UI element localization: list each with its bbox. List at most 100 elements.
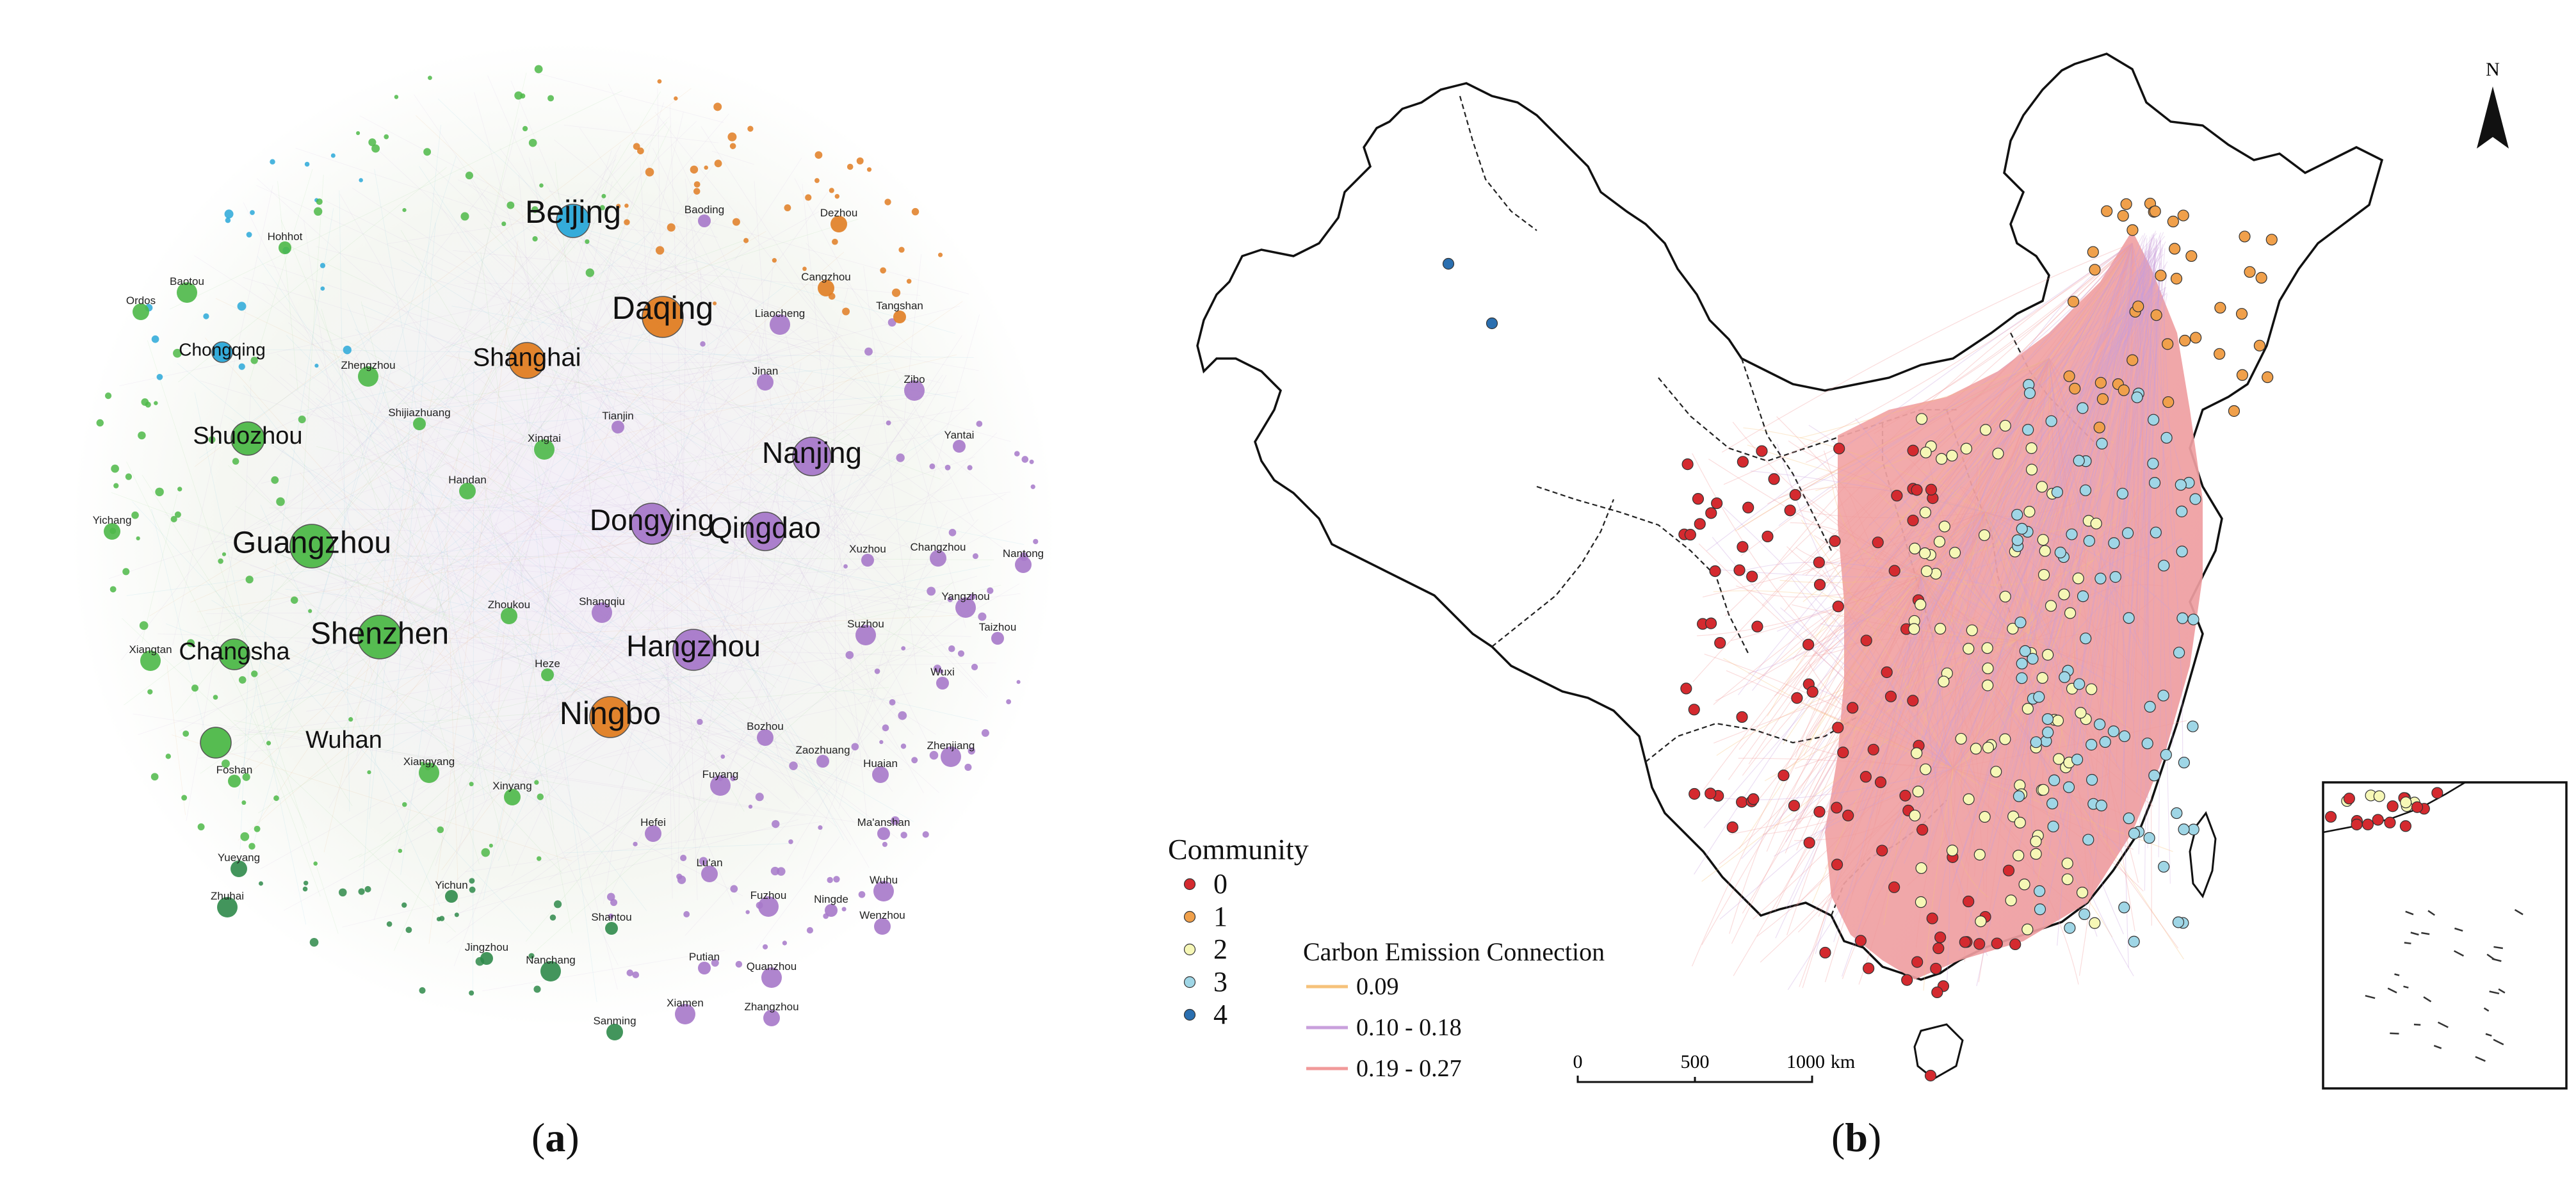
small-city-node [359, 178, 363, 182]
network-node: Zhoukou [488, 599, 530, 624]
network-node: Quanzhou [747, 960, 797, 988]
city-point [2236, 369, 2249, 381]
city-point [2064, 922, 2076, 934]
city-point [1832, 722, 1844, 734]
city-point [1981, 642, 1993, 654]
city-point [1916, 413, 1928, 425]
small-city-node [398, 848, 403, 853]
network-node: Lu'an [696, 857, 723, 882]
city-point [2073, 678, 2086, 690]
city-point [1709, 565, 1721, 577]
small-city-node [747, 125, 754, 132]
small-city-node [889, 698, 896, 706]
network-node: Shijiazhuang [388, 407, 451, 430]
city-point [1936, 453, 1948, 465]
city-point [1867, 743, 1879, 755]
small-city-node [637, 147, 644, 155]
small-city-node [829, 188, 834, 193]
small-city-node [818, 825, 823, 830]
small-city-node [1033, 538, 1039, 544]
small-city-node [898, 711, 907, 720]
svg-text:2: 2 [1213, 933, 1227, 965]
city-point [2096, 437, 2108, 449]
small-city-node [784, 204, 791, 211]
node-label: Wuhu [870, 874, 898, 886]
city-point [2042, 726, 2054, 739]
small-city-node [676, 873, 683, 880]
city-point [2051, 486, 2063, 498]
network-medium-nodes: Tianjin Jinan Zibo Yantai Changzhou Suzhou Wux… [93, 204, 1044, 1040]
small-city-node [1016, 680, 1021, 684]
small-city-node [929, 750, 939, 760]
city-point [2176, 612, 2189, 624]
connection-legend-title: Carbon Emission Connection [1303, 937, 1605, 966]
node-label: Changzhou [911, 541, 966, 553]
network-node: Handan [448, 474, 487, 499]
small-city-node [834, 193, 840, 199]
south-china-sea-inset [2322, 781, 2568, 1090]
small-city-node [832, 238, 838, 245]
city-point [2178, 823, 2190, 836]
small-city-node [720, 754, 725, 759]
small-city-node [338, 888, 347, 897]
city-point [2079, 484, 2092, 496]
city-point [1963, 643, 1975, 655]
city-point [2011, 508, 2023, 521]
small-city-node [616, 204, 621, 209]
node-label: Zhangzhou [744, 1001, 798, 1013]
small-city-node [805, 194, 812, 201]
network-node: Fuzhou [750, 889, 786, 917]
city-point [1966, 624, 1978, 636]
node-label: Xiangyang [403, 755, 455, 768]
small-city-node [320, 286, 325, 291]
small-city-node [906, 279, 912, 284]
connection-legend-item: 0.10 - 0.18 [1306, 1014, 1462, 1041]
small-city-node [139, 621, 149, 630]
small-city-node [401, 902, 407, 908]
small-city-node [944, 464, 951, 471]
small-city-node [858, 891, 866, 898]
north-arrow: N [2477, 59, 2509, 149]
small-city-node [789, 761, 798, 770]
city-point [1916, 823, 1929, 836]
small-city-node [978, 612, 987, 621]
small-city-node [827, 876, 833, 884]
small-city-node [851, 743, 859, 751]
city-point [2176, 545, 2188, 558]
city-point [2061, 857, 2073, 869]
small-city-node [423, 148, 432, 156]
network-node: Zhuhai [211, 890, 244, 917]
city-point [1907, 444, 1919, 456]
network-node: Wenzhou [859, 909, 905, 935]
small-city-node [655, 246, 665, 255]
small-city-node [606, 892, 615, 901]
node-label: Shuozhou [193, 423, 302, 449]
node-label: Yichun [435, 879, 467, 891]
city-point [2095, 800, 2107, 812]
node-label: Baoding [685, 204, 724, 216]
small-city-node [534, 65, 543, 74]
small-city-node [911, 207, 919, 216]
small-city-node [632, 971, 640, 978]
city-point [2087, 246, 2099, 258]
city-point [1736, 796, 1748, 808]
city-point [2036, 672, 2048, 684]
network-node: Hefei [640, 816, 666, 842]
network-node: Yangzhou [941, 590, 990, 618]
city-point [2150, 309, 2162, 321]
scale-unit: km [1831, 1051, 1855, 1072]
city-point [2014, 617, 2027, 629]
city-point [2109, 571, 2121, 583]
city-point [1901, 974, 1913, 986]
small-city-node [730, 885, 738, 893]
small-city-node [96, 419, 104, 427]
small-city-node [948, 528, 957, 537]
city-point [1899, 789, 1911, 802]
node-label: Hohhot [268, 230, 303, 243]
city-point [1933, 535, 1946, 548]
network-node: Liaocheng [755, 307, 805, 335]
small-city-node [298, 416, 306, 424]
small-city-node [222, 552, 227, 556]
node-label: Nanchang [526, 954, 576, 966]
small-city-node [833, 876, 840, 883]
